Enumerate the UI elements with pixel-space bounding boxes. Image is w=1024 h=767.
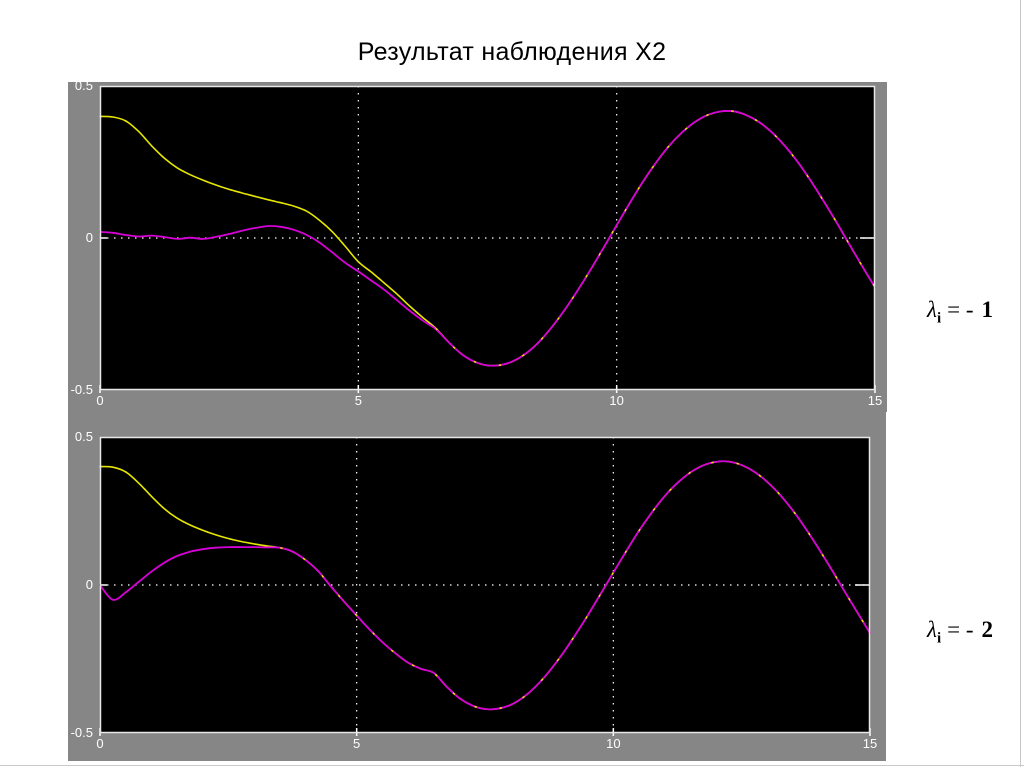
- lambda-subscript: i: [936, 310, 942, 327]
- y-tick-label: 0: [85, 230, 93, 245]
- page-edge-line-bottom: [0, 765, 1024, 766]
- scope-plot-lambda-1: [99, 85, 876, 393]
- lambda-subscript: i: [936, 630, 942, 647]
- x-tick-label: 10: [606, 736, 621, 751]
- x-tick-label: 5: [353, 736, 361, 751]
- x-tick-label: 15: [867, 393, 883, 408]
- axes-box: [99, 436, 871, 734]
- lambda-annotation-2: λi = - 2: [898, 617, 1022, 646]
- scope-plot-lambda-2: [99, 436, 871, 736]
- x2-observer-estimate-curve: [99, 110, 876, 367]
- x-tick-label: 10: [609, 393, 624, 408]
- page-title: Результат наблюдения X2: [357, 38, 667, 66]
- lambda-annotation-1: λi = - 1: [898, 297, 1022, 326]
- lambda-relation: = -: [947, 617, 974, 642]
- y-tick-label: 0: [85, 577, 93, 592]
- y-tick-label: -0.5: [70, 725, 93, 740]
- plot-area-2: 0 5 10 15 0.5 0 -0.5: [71, 430, 878, 751]
- scope-panel-lambda-1: 0 5 10 15 0.5 0 -0.5: [68, 82, 887, 412]
- x-tick-label: 15: [862, 736, 878, 751]
- x-tick-label: 0: [96, 736, 104, 751]
- lambda-value: 1: [981, 297, 994, 322]
- lambda-value: 2: [981, 617, 994, 642]
- lambda-symbol: λ: [926, 617, 937, 642]
- plot-area-1: 0 5 10 15 0.5 0 -0.5: [71, 82, 883, 408]
- x-tick-label: 0: [96, 393, 104, 408]
- lambda-symbol: λ: [926, 297, 937, 322]
- y-tick-label: -0.5: [70, 382, 93, 397]
- x2-observer-estimate-curve: [99, 460, 871, 711]
- scope-panel-lambda-2: 0 5 10 15 0.5 0 -0.5: [68, 412, 886, 761]
- axes-box: [99, 85, 876, 391]
- y-tick-label: 0.5: [74, 429, 93, 444]
- page-edge-line-right: [1020, 0, 1021, 767]
- lambda-relation: = -: [947, 297, 974, 322]
- y-tick-label: 0.5: [74, 82, 93, 93]
- x-tick-label: 5: [354, 393, 362, 408]
